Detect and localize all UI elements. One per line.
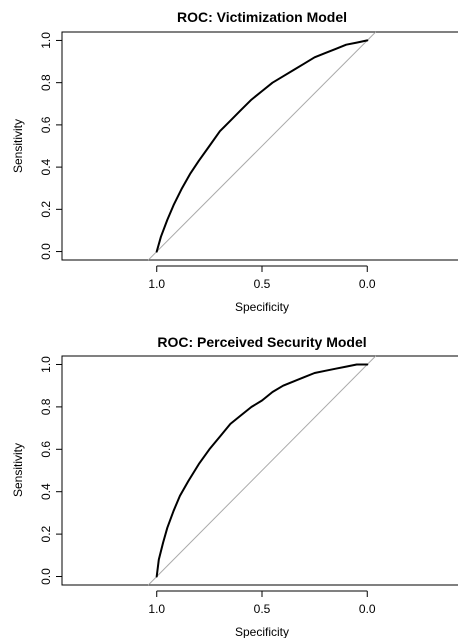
plot-frame: [61, 31, 458, 261]
y-tick-label: 0.0: [39, 568, 53, 585]
x-axis-label: Specificity: [235, 625, 289, 638]
y-tick-label: 0.6: [39, 116, 53, 133]
x-tick-label: 0.0: [359, 277, 376, 291]
y-axis-label: Sensitivity: [11, 119, 25, 173]
y-tick-label: 0.4: [39, 158, 53, 175]
x-tick-label: 0.5: [254, 277, 271, 291]
roc-curve: [155, 363, 369, 578]
reference-diagonal-line: [147, 31, 377, 261]
y-tick-label: 0.2: [39, 525, 53, 542]
roc-curve: [155, 39, 369, 253]
x-tick-label: 0.5: [254, 602, 271, 616]
reference-diagonal-line: [147, 355, 377, 586]
plot-frame: [61, 355, 458, 586]
y-tick-label: 0.2: [39, 201, 53, 218]
chart-title: ROC: Perceived Security Model: [157, 334, 366, 350]
y-axis-label: Sensitivity: [11, 443, 25, 497]
chart-title: ROC: Victimization Model: [177, 9, 347, 25]
x-tick-label: 0.0: [359, 602, 376, 616]
y-tick-label: 0.6: [39, 441, 53, 458]
roc-panel-perceived-security: ROC: Perceived Security Model Specificit…: [11, 334, 458, 639]
y-tick-label: 1.0: [39, 356, 53, 373]
x-tick-label: 1.0: [148, 602, 165, 616]
y-tick-label: 1.0: [39, 32, 53, 49]
y-tick-label: 0.8: [39, 74, 53, 91]
y-tick-label: 0.0: [39, 243, 53, 260]
roc-panel-victimization: ROC: Victimization Model Specificity Sen…: [11, 9, 458, 314]
x-axis-label: Specificity: [235, 300, 289, 314]
y-tick-label: 0.4: [39, 483, 53, 500]
x-tick-label: 1.0: [148, 277, 165, 291]
y-tick-label: 0.8: [39, 398, 53, 415]
